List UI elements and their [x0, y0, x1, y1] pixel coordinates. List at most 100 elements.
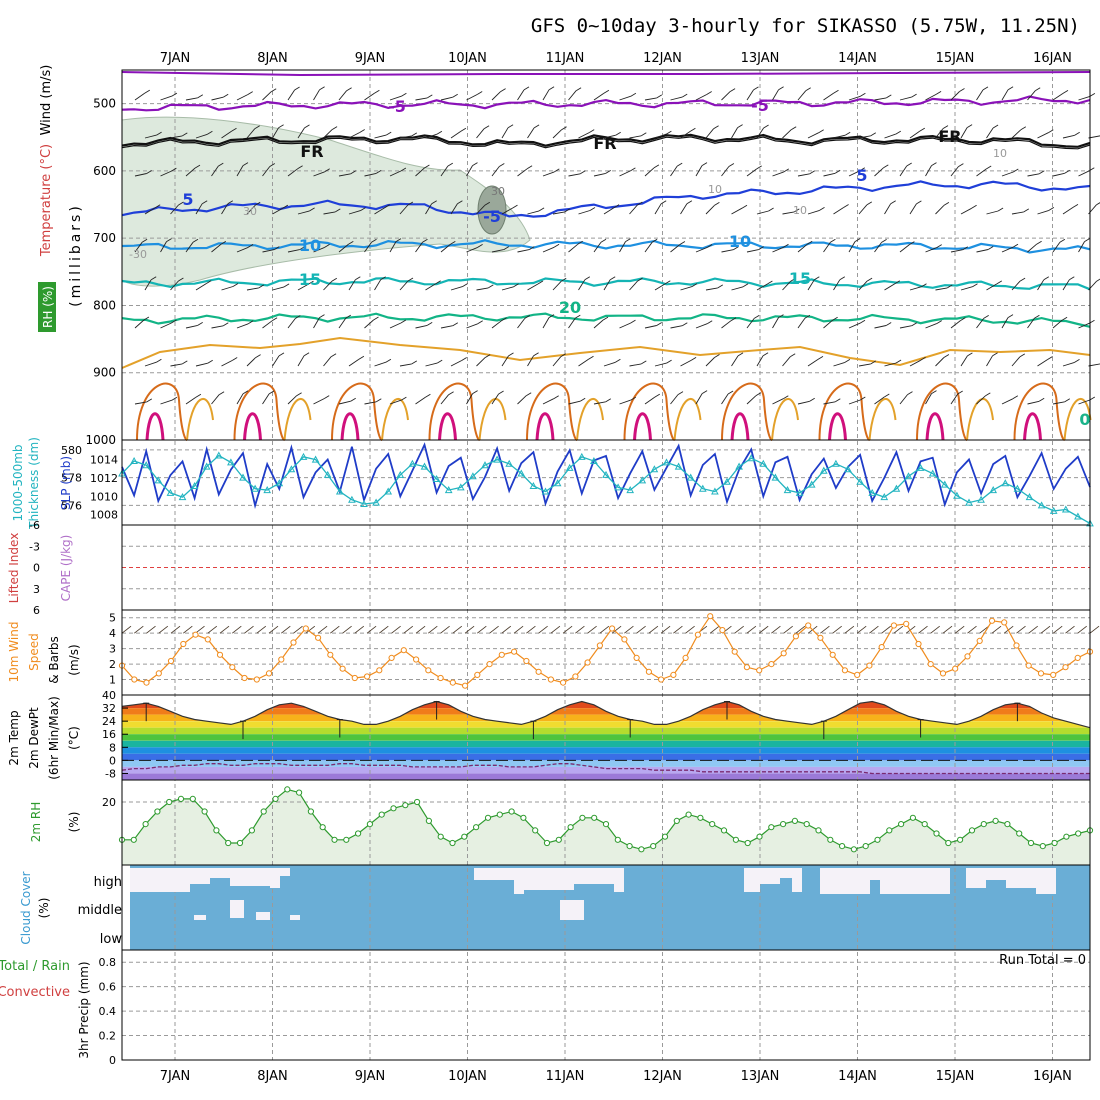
surface-wind-barb	[942, 625, 953, 634]
rh2m-point	[260, 808, 267, 815]
wind-speed-point	[180, 640, 187, 648]
contour-lobe-orange	[673, 398, 702, 441]
wind-barb-flag	[717, 284, 724, 289]
temp-band	[122, 695, 1090, 702]
wind-barb-flag	[1047, 356, 1053, 360]
rh2m-point	[579, 814, 586, 821]
wind-barb	[746, 249, 759, 253]
thickness-point	[771, 473, 780, 481]
wind-barb	[593, 319, 604, 329]
wind-barb-flag	[1072, 204, 1079, 208]
rh2m-point	[709, 821, 716, 828]
wind-barb-flag	[373, 316, 379, 321]
wind-barb-flag	[729, 88, 736, 92]
p1-label-rh: RH (%)	[41, 286, 55, 328]
wind-speed-point	[866, 662, 873, 669]
thickness-point	[202, 462, 211, 470]
thickness-point	[541, 487, 550, 495]
x-tick-label-top: 14JAN	[838, 51, 877, 66]
rh2m-point	[284, 786, 291, 793]
x-tick-label-bottom: 10JAN	[448, 1069, 487, 1084]
wind-barb	[1011, 129, 1022, 139]
wind-barb	[1078, 322, 1090, 329]
wind-barb-flag	[553, 243, 560, 248]
wind-speed-point	[645, 668, 653, 675]
x-tick-label-top: 7JAN	[160, 51, 191, 66]
p3-label-cape: CAPE (J/kg)	[59, 535, 73, 602]
wind-barb-flag	[690, 357, 697, 361]
wind-barb	[287, 89, 295, 101]
wind-barb	[236, 246, 249, 253]
wind-barb-flag	[457, 200, 463, 205]
wind-barb	[389, 399, 402, 405]
wind-barb-flag	[789, 353, 796, 358]
surface-wind-barb	[281, 625, 291, 634]
wind-barb-flag	[641, 132, 647, 137]
wind-barb	[807, 359, 819, 367]
wind-barb	[425, 133, 438, 139]
rh2m-point	[555, 836, 562, 843]
wind-barb	[1011, 356, 1021, 367]
wind-barb	[731, 286, 744, 291]
thickness-point	[214, 451, 223, 459]
wind-barb	[415, 396, 426, 405]
surface-wind-barb	[685, 625, 695, 634]
wind-barb-flag	[706, 244, 713, 248]
thickness-point	[977, 495, 985, 503]
wind-barb	[542, 317, 550, 329]
wind-barb	[1062, 134, 1075, 139]
wind-barb-flag	[400, 167, 407, 172]
wind-speed-point	[290, 639, 297, 646]
pressure-tick-label: 700	[93, 231, 116, 245]
rh2m-point	[756, 833, 763, 840]
wind-barb-flag	[452, 322, 459, 327]
wind-barb	[772, 89, 779, 101]
wind-barb-flag	[484, 354, 491, 358]
wind-speed-point	[523, 657, 530, 665]
thickness-point	[166, 488, 175, 496]
wind-barb	[323, 280, 333, 291]
wind-barb-flag	[358, 355, 365, 360]
surface-wind-barb	[158, 625, 169, 634]
wind-barb	[552, 356, 562, 367]
wind-barb-flag	[385, 131, 392, 136]
wind-speed-point	[167, 657, 175, 665]
wind-barb	[221, 360, 233, 367]
wind-barb-flag	[299, 246, 306, 250]
wind-barb	[542, 246, 555, 253]
wind-barb-flag	[331, 126, 338, 130]
rh2m-point	[780, 821, 787, 828]
wind-barb-flag	[1013, 168, 1019, 173]
wind-barb	[134, 92, 146, 101]
rh2m-point	[272, 795, 279, 803]
rh2m-point	[378, 811, 385, 818]
wind-barb	[976, 249, 989, 253]
wind-barb-flag	[737, 352, 744, 357]
x-tick-label-bottom: 12JAN	[643, 1069, 682, 1084]
wind-barb-flag	[425, 393, 431, 398]
wind-barb	[374, 134, 387, 139]
wind-barb-flag	[400, 319, 407, 324]
wind-barb-flag	[242, 162, 249, 166]
wind-barb	[348, 132, 360, 139]
wind-barb-flag	[985, 392, 991, 397]
wind-barb	[721, 91, 731, 101]
wind-barb-flag	[741, 204, 748, 209]
thickness-point	[469, 472, 477, 480]
wind-barb	[603, 361, 616, 367]
wind-speed-point	[903, 620, 910, 628]
wind-barb	[195, 362, 208, 367]
thickness-point	[723, 477, 731, 485]
wind-barb	[654, 362, 667, 367]
wind-barb	[960, 286, 973, 291]
wind-barb	[262, 91, 272, 101]
wind-barb	[935, 357, 945, 367]
wind-barb-flag	[201, 200, 208, 205]
wind-speed-point	[486, 661, 493, 668]
thickness-point	[227, 458, 235, 466]
wind-barb	[1052, 401, 1065, 405]
wind-barb	[603, 279, 611, 291]
cloud-tick-label: middle	[78, 903, 122, 918]
wind-barb-flag	[1019, 353, 1026, 358]
